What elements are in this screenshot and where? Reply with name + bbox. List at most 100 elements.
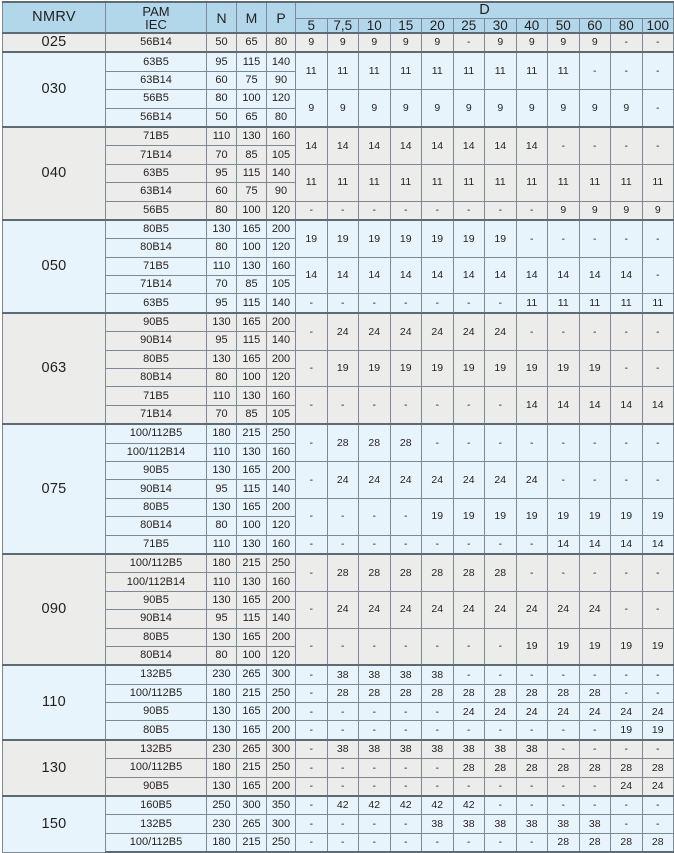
- table-row: 63B14 60 75 90: [3, 182, 674, 202]
- cell-d-10: 28: [358, 423, 391, 462]
- cell-d-30: -: [484, 720, 517, 741]
- cell-d-7-5: 19: [326, 218, 359, 258]
- cell-m: 85: [236, 145, 267, 165]
- cell-d-5: -: [295, 627, 328, 666]
- cell-d-10: 24: [358, 460, 391, 499]
- header-d-col-50: 50: [547, 17, 580, 34]
- cell-m: 115: [236, 293, 267, 314]
- cell-d-5: -: [295, 702, 328, 722]
- cell-d-7-5: 38: [326, 664, 359, 685]
- cell-d-10: 14: [358, 125, 391, 165]
- cell-d-15: 28: [389, 552, 422, 592]
- cell-d-25: -: [452, 832, 485, 853]
- cell-d-5: -: [295, 590, 328, 629]
- table-row: 90B14 95 115 140: [3, 609, 674, 629]
- cell-d-7-5: 9: [326, 89, 359, 128]
- table-row: 110 132B5 230 265 300-38 38 38 38- - - - - - -: [2, 664, 674, 741]
- cell-p: 200: [266, 702, 296, 722]
- cell-d-100: 24: [641, 776, 674, 797]
- cell-d-5: -: [295, 534, 328, 555]
- cell-pam-iec: 63B14: [105, 182, 207, 202]
- cell-pam-iec: 56B14: [105, 107, 207, 128]
- cell-n: 95: [206, 293, 237, 314]
- cell-d-80: -: [610, 311, 643, 351]
- cell-d-40: -: [515, 423, 548, 462]
- cell-d-15: -: [389, 776, 422, 797]
- cell-d-30: 19: [484, 218, 517, 258]
- cell-n: 80: [206, 516, 237, 536]
- cell-d-100: -: [641, 256, 674, 295]
- cell-d-50: -: [547, 776, 580, 797]
- cell-pam-iec: 90B14: [105, 331, 207, 351]
- cell-d-80: 9: [610, 200, 643, 221]
- cell-m: 165: [236, 776, 267, 797]
- cell-d-80: -: [610, 664, 643, 685]
- cell-p: 160: [266, 442, 296, 462]
- cell-d-60: -: [578, 552, 611, 592]
- cell-d-100: -: [641, 31, 674, 53]
- header-d-col-100: 100: [641, 17, 674, 34]
- table-row: 80B14 80 100 120: [3, 368, 674, 388]
- cell-d-40: 38: [515, 814, 548, 834]
- cell-p: 200: [266, 776, 296, 797]
- cell-d-60: -: [578, 776, 611, 797]
- table-row: 80B14 80 100 120: [3, 238, 674, 258]
- cell-d-7-5: -: [326, 534, 359, 555]
- cell-d-50: -: [547, 795, 580, 816]
- cell-d-40: -: [515, 832, 548, 853]
- cell-m: 265: [236, 664, 267, 685]
- cell-d-7-5: 28: [326, 423, 359, 462]
- cell-pam-iec: 100/112B14: [105, 572, 207, 592]
- cell-d-15: -: [389, 293, 422, 314]
- cell-d-25: 24: [452, 590, 485, 629]
- cell-d-40: -: [515, 552, 548, 592]
- cell-d-40: -: [515, 218, 548, 258]
- cell-n: 80: [206, 200, 237, 221]
- cell-n: 130: [206, 776, 237, 797]
- cell-pam-iec: 71B5: [105, 534, 207, 555]
- cell-d-30: -: [484, 386, 517, 425]
- cell-d-80: 28: [610, 832, 643, 853]
- cell-pam-iec: 71B14: [105, 275, 207, 295]
- cell-pam-iec: 80B5: [105, 627, 207, 647]
- cell-d-5: -: [295, 200, 328, 221]
- cell-d-20: -: [421, 386, 454, 425]
- cell-d-20: 38: [421, 814, 454, 834]
- cell-d-7-5: -: [326, 720, 359, 741]
- cell-d-80: -: [610, 460, 643, 499]
- cell-d-40: 19: [515, 497, 548, 536]
- cell-d-20: -: [421, 702, 454, 722]
- cell-d-7-5: 14: [326, 256, 359, 295]
- cell-d-25: -: [452, 293, 485, 314]
- cell-d-60: 38: [578, 814, 611, 834]
- cell-d-30: -: [484, 664, 517, 685]
- cell-d-30: 19: [484, 497, 517, 536]
- group-label-030: 030: [2, 51, 106, 128]
- cell-d-60: 14: [578, 386, 611, 425]
- cell-pam-iec: 80B5: [105, 720, 207, 741]
- cell-d-30: 9: [484, 89, 517, 128]
- cell-d-60: 14: [578, 534, 611, 555]
- cell-d-15: 24: [389, 311, 422, 351]
- cell-d-7-5: 24: [326, 311, 359, 351]
- cell-d-60: 19: [578, 497, 611, 536]
- cell-d-7-5: 24: [326, 590, 359, 629]
- cell-d-7-5: -: [326, 293, 359, 314]
- cell-d-25: -: [452, 627, 485, 666]
- cell-d-60: -: [578, 720, 611, 741]
- cell-d-20: -: [421, 534, 454, 555]
- cell-pam-iec: 56B14: [105, 31, 207, 53]
- cell-pam-iec: 132B5: [105, 738, 207, 760]
- table-row: 56B14 50 65 80: [3, 107, 674, 128]
- cell-d-25: 24: [452, 460, 485, 499]
- cell-m: 300: [236, 795, 267, 816]
- cell-m: 165: [236, 720, 267, 741]
- cell-d-80: -: [610, 683, 643, 704]
- cell-d-80: 14: [610, 386, 643, 425]
- cell-d-5: 9: [295, 31, 328, 53]
- cell-m: 75: [236, 70, 267, 91]
- cell-d-25: -: [452, 423, 485, 462]
- cell-d-100: -: [641, 795, 674, 816]
- table-row: 63B5 95 115 140- - - - - - -11 11 11 11 11: [3, 293, 674, 314]
